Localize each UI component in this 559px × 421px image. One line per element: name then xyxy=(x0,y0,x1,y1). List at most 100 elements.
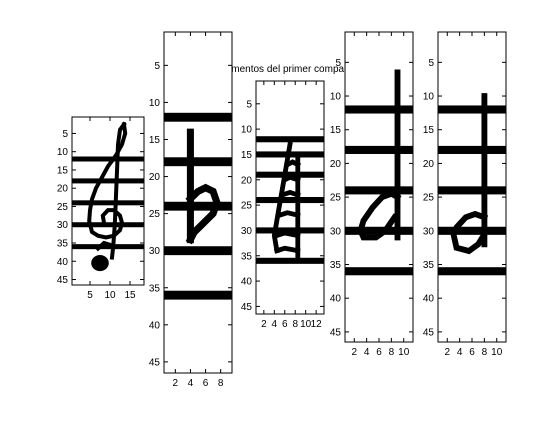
y-tick-label: 15 xyxy=(149,135,161,146)
staff-line xyxy=(345,186,413,195)
image-ink xyxy=(256,136,324,264)
y-tick-label: 5 xyxy=(428,58,434,69)
figure-title: elementos del primer compa xyxy=(218,64,345,75)
y-tick-label: 45 xyxy=(330,327,342,338)
x-tick-label: 4 xyxy=(272,319,278,330)
image-ink xyxy=(164,112,232,300)
x-tick-label: 12 xyxy=(311,319,323,330)
staff-line xyxy=(345,226,413,235)
y-tick-label: 40 xyxy=(330,294,342,305)
y-tick-label: 10 xyxy=(149,98,161,109)
staff-line xyxy=(438,186,506,195)
image-ink xyxy=(72,121,144,272)
y-tick-label: 30 xyxy=(423,226,435,237)
y-tick-label: 40 xyxy=(149,320,161,331)
symbol-stroke xyxy=(281,174,301,184)
y-tick-label: 40 xyxy=(57,257,69,268)
y-tick-label: 5 xyxy=(62,129,68,140)
symbol-stroke xyxy=(450,210,489,255)
axes-frame xyxy=(255,80,325,315)
y-tick-label: 20 xyxy=(149,172,161,183)
staff-line xyxy=(256,136,324,143)
note-head xyxy=(91,255,109,272)
panel-treble-clef: 5 10 15 20 25 30 35 40 45 5 10 15 xyxy=(57,116,145,301)
x-tick-label: 6 xyxy=(469,347,475,358)
x-tick-label: 8 xyxy=(218,378,224,389)
x-tick-label: 8 xyxy=(482,347,488,358)
x-tick-label: 4 xyxy=(188,378,194,389)
image-ink xyxy=(345,69,413,276)
y-tick-label: 40 xyxy=(423,294,435,305)
x-tick-label: 10 xyxy=(300,319,312,330)
y-tick-label: 25 xyxy=(423,193,435,204)
y-tick-label: 30 xyxy=(330,226,342,237)
symbol-stroke xyxy=(185,183,221,245)
x-tick-label: 2 xyxy=(351,347,357,358)
y-tick-label: 15 xyxy=(423,125,435,136)
staff-line xyxy=(438,267,506,276)
staff-line xyxy=(164,290,232,300)
staff-line xyxy=(164,246,232,256)
y-tick-label: 15 xyxy=(241,150,253,161)
y-tick-label: 30 xyxy=(57,220,69,231)
symbol-stroke xyxy=(279,189,301,199)
symbol-stroke xyxy=(276,210,301,219)
staff-line xyxy=(164,112,232,122)
y-tick-label: 25 xyxy=(57,202,69,213)
y-tick-label: 35 xyxy=(149,283,161,294)
y-tick-label: 40 xyxy=(241,277,253,288)
y-tick-label: 30 xyxy=(241,226,253,237)
staff-line xyxy=(72,200,144,206)
staff-line xyxy=(256,257,324,264)
symbol-stroke xyxy=(273,245,301,254)
y-tick-label: 15 xyxy=(57,165,69,176)
x-tick-label: 4 xyxy=(364,347,370,358)
x-tick-label: 10 xyxy=(491,347,503,358)
y-tick-label: 20 xyxy=(241,175,253,186)
x-tick-label: 6 xyxy=(203,378,209,389)
y-tick-label: 10 xyxy=(241,125,253,136)
axes-frame xyxy=(163,31,233,374)
staff-line xyxy=(345,145,413,154)
symbol-stroke xyxy=(357,190,402,241)
x-tick-label: 15 xyxy=(124,290,136,301)
y-tick-label: 45 xyxy=(149,357,161,368)
staff-line xyxy=(72,244,144,250)
symbol-stroke xyxy=(109,121,127,260)
symbol-stroke xyxy=(95,240,115,252)
y-tick-label: 10 xyxy=(57,147,69,158)
y-tick-label: 35 xyxy=(57,239,69,250)
staff-line xyxy=(438,105,506,114)
staff-line xyxy=(256,227,324,234)
x-tick-label: 8 xyxy=(292,319,298,330)
x-tick-label: 10 xyxy=(104,290,116,301)
y-tick-label: 25 xyxy=(149,209,161,220)
staff-line xyxy=(72,156,144,162)
staff-line xyxy=(164,201,232,211)
x-tick-label: 4 xyxy=(457,347,463,358)
x-tick-label: 6 xyxy=(376,347,382,358)
y-tick-label: 5 xyxy=(335,58,341,69)
x-tick-label: 2 xyxy=(173,378,179,389)
staff-line xyxy=(256,196,324,204)
y-tick-label: 5 xyxy=(246,99,252,110)
x-tick-label: 5 xyxy=(87,290,93,301)
staff-line xyxy=(345,267,413,276)
y-tick-label: 45 xyxy=(423,327,435,338)
image-ink xyxy=(438,93,506,276)
y-tick-label: 30 xyxy=(149,246,161,257)
x-tick-label: 2 xyxy=(261,319,267,330)
y-tick-label: 25 xyxy=(241,201,253,212)
symbol-stroke xyxy=(284,159,302,168)
staff-line xyxy=(438,226,506,235)
y-tick-label: 5 xyxy=(154,61,160,72)
x-tick-label: 2 xyxy=(444,347,450,358)
y-tick-label: 20 xyxy=(423,159,435,170)
staff-line xyxy=(72,178,144,184)
x-tick-label: 6 xyxy=(282,319,288,330)
y-tick-label: 10 xyxy=(423,92,435,103)
